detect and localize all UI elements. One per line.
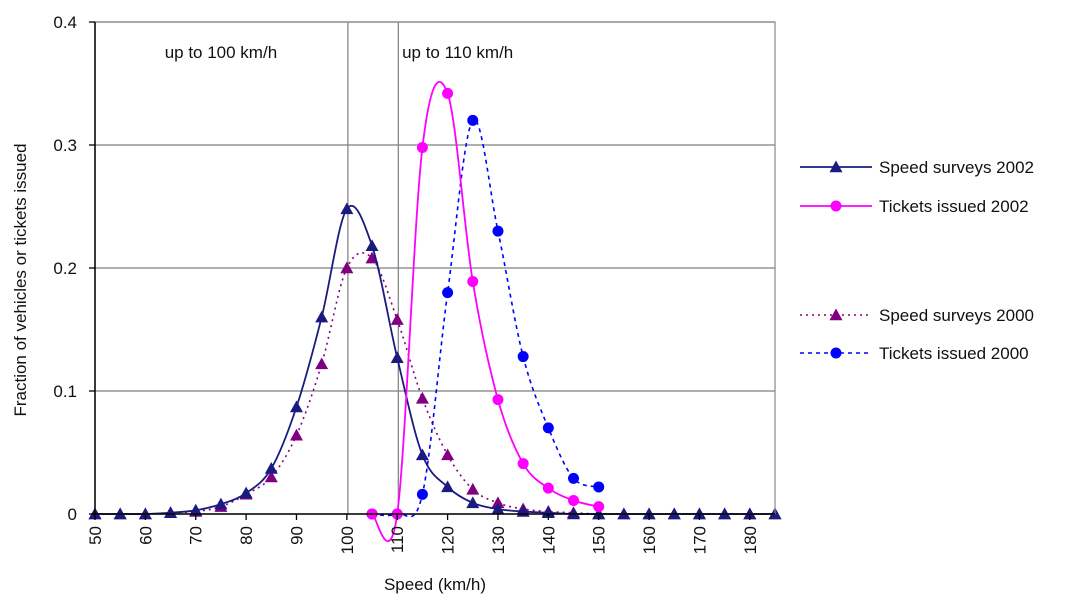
axis-ticks: 0 0.1 0.2 0.3 0.4 50 60 70 80 90 100 110 120 130 140 15… <box>53 13 759 554</box>
x-tick-label: 120 <box>439 526 458 554</box>
data-point-speed-surveys-2002 <box>365 239 379 252</box>
x-tick-label: 100 <box>338 526 357 554</box>
legend-marker <box>829 308 843 321</box>
data-point-speed-surveys-2002 <box>491 502 505 515</box>
data-point-tickets-issued-2000 <box>593 481 605 493</box>
data-point-speed-surveys-2002 <box>390 351 404 363</box>
data-point-speed-surveys-2002 <box>441 480 455 493</box>
data-point-tickets-issued-2002 <box>492 394 504 406</box>
data-point-speed-surveys-2002 <box>264 461 278 474</box>
x-tick-label: 110 <box>388 526 407 553</box>
series <box>88 81 782 543</box>
data-point-tickets-issued-2000 <box>442 287 454 299</box>
data-point-speed-surveys-2000 <box>441 448 455 461</box>
data-point-tickets-issued-2002 <box>593 501 605 513</box>
legend-item-speed-surveys-2002: Speed surveys 2002 <box>800 158 1034 177</box>
y-tick-label: 0 <box>68 505 77 524</box>
data-point-tickets-issued-2000 <box>492 225 504 237</box>
legend-label: Tickets issued 2002 <box>879 197 1029 216</box>
data-point-tickets-issued-2000 <box>416 488 428 500</box>
data-point-tickets-issued-2000 <box>467 114 479 126</box>
data-point-speed-surveys-2000 <box>264 470 278 483</box>
legend-item-speed-surveys-2000: Speed surveys 2000 <box>800 306 1034 325</box>
data-point-speed-surveys-2002 <box>315 310 329 323</box>
data-point-speed-surveys-2002 <box>340 202 354 215</box>
data-point-speed-surveys-2002 <box>214 497 228 510</box>
data-point-speed-surveys-2002 <box>289 400 303 413</box>
x-tick-label: 70 <box>187 526 206 545</box>
data-point-speed-surveys-2002 <box>466 496 480 509</box>
data-point-speed-surveys-2002 <box>164 506 178 518</box>
data-point-tickets-issued-2000 <box>568 472 580 484</box>
data-point-speed-surveys-2000 <box>491 496 505 509</box>
y-tick-label: 0.2 <box>53 259 77 278</box>
legend-marker <box>830 347 842 359</box>
y-tick-label: 0.4 <box>53 13 77 32</box>
y-axis-title: Fraction of vehicles or tickets issued <box>11 143 30 416</box>
legend-marker <box>829 160 843 173</box>
x-tick-label: 130 <box>489 526 508 554</box>
legend-marker <box>830 200 842 212</box>
x-tick-label: 180 <box>741 526 760 554</box>
legend-label: Speed surveys 2002 <box>879 158 1034 177</box>
x-axis-title: Speed (km/h) <box>384 575 486 594</box>
legend-label: Speed surveys 2000 <box>879 306 1034 325</box>
annotations: up to 100 km/h up to 110 km/h <box>165 43 514 62</box>
data-point-tickets-issued-2002 <box>467 276 479 288</box>
data-point-speed-surveys-2002 <box>189 503 203 516</box>
x-tick-label: 160 <box>640 526 659 554</box>
legend-label: Tickets issued 2000 <box>879 344 1029 363</box>
data-point-tickets-issued-2000 <box>542 422 554 434</box>
x-tick-label: 90 <box>287 526 306 545</box>
data-point-speed-surveys-2000 <box>340 261 354 274</box>
data-point-tickets-issued-2000 <box>517 351 529 363</box>
data-point-tickets-issued-2002 <box>568 494 580 506</box>
x-tick-label: 60 <box>136 526 155 545</box>
x-tick-label: 140 <box>539 526 558 554</box>
x-tick-label: 80 <box>237 526 256 545</box>
data-point-speed-surveys-2002 <box>541 506 555 518</box>
series-line-speed-surveys-2000 <box>94 252 775 515</box>
region-label: up to 110 km/h <box>402 43 513 62</box>
data-point-speed-surveys-2000 <box>289 428 303 441</box>
x-tick-label: 150 <box>590 526 609 554</box>
y-tick-label: 0.3 <box>53 136 77 155</box>
data-point-speed-surveys-2002 <box>239 486 253 499</box>
legend-item-tickets-issued-2000: Tickets issued 2000 <box>800 344 1029 363</box>
legend: Speed surveys 2002 Tickets issued 2002 Spe… <box>800 158 1034 363</box>
x-tick-label: 50 <box>86 526 105 545</box>
region-label: up to 100 km/h <box>165 43 277 62</box>
data-point-speed-surveys-2000 <box>315 357 329 370</box>
data-point-speed-surveys-2000 <box>415 391 429 404</box>
data-point-speed-surveys-2002 <box>415 448 429 461</box>
y-tick-label: 0.1 <box>53 382 77 401</box>
data-point-tickets-issued-2002 <box>542 482 554 494</box>
data-point-tickets-issued-2002 <box>416 141 428 153</box>
legend-item-tickets-issued-2002: Tickets issued 2002 <box>800 197 1029 216</box>
data-point-speed-surveys-2000 <box>466 482 480 495</box>
data-point-speed-surveys-2000 <box>390 313 404 325</box>
data-point-tickets-issued-2002 <box>517 458 529 470</box>
x-tick-label: 170 <box>690 526 709 554</box>
data-point-tickets-issued-2002 <box>442 87 454 99</box>
